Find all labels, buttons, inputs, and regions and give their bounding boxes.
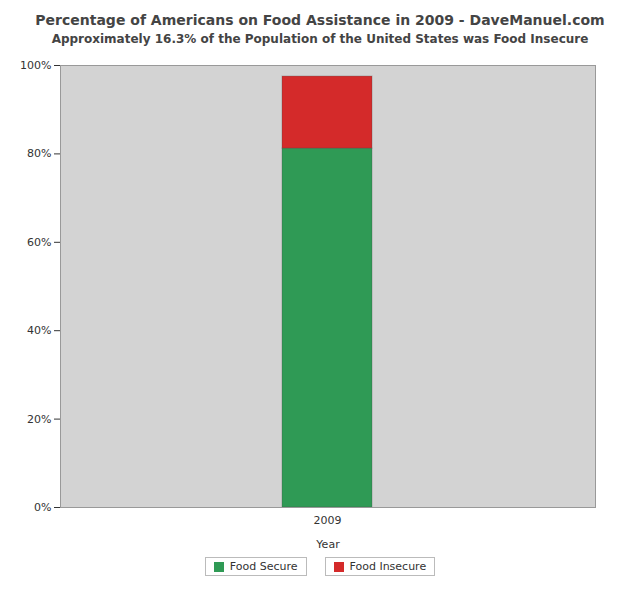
html-text:Food Insecure: Food Insecure <box>349 560 427 573</box>
svg-text:20%: 20% <box>27 413 51 426</box>
svg-text:40%: 40% <box>27 324 51 337</box>
svg-text:2009: 2009 <box>314 514 342 527</box>
html-text:Percentage of Americans on Foo: Percentage of Americans on Food Assistan… <box>35 12 605 28</box>
svg-text:100%: 100% <box>20 59 51 72</box>
svg-text:80%: 80% <box>27 147 51 160</box>
html-text:Food Secure: Food Secure <box>229 560 298 573</box>
html-text:Approximately 16.3% of the Pop: Approximately 16.3% of the Population of… <box>51 32 589 46</box>
svg-text:0%: 0% <box>34 501 51 514</box>
svg-text:Year: Year <box>315 538 340 551</box>
svg-text:60%: 60% <box>27 236 51 249</box>
